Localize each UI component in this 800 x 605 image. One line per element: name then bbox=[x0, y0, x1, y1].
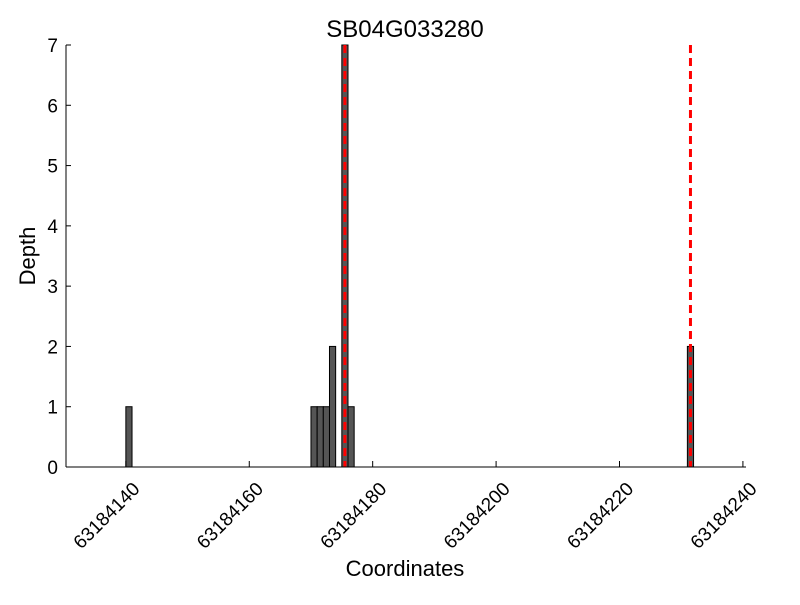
x-tick-label: 63184220 bbox=[563, 479, 638, 554]
x-tick-label: 63184180 bbox=[317, 479, 392, 554]
y-tick-label: 5 bbox=[47, 157, 58, 178]
y-tick-label: 3 bbox=[47, 277, 58, 298]
histogram-bar bbox=[322, 406, 330, 468]
y-tick-label: 6 bbox=[47, 96, 58, 117]
x-tick-label: 63184240 bbox=[687, 479, 762, 554]
y-axis-label: Depth bbox=[15, 227, 40, 286]
y-tick-label: 1 bbox=[47, 398, 58, 419]
x-tick-label: 63184140 bbox=[70, 479, 145, 554]
x-tick-label: 63184160 bbox=[193, 479, 268, 554]
histogram-bar bbox=[347, 406, 355, 468]
y-tick-label: 2 bbox=[47, 337, 58, 358]
y-tick-label: 7 bbox=[47, 36, 58, 57]
histogram-bar bbox=[310, 406, 318, 468]
histogram-bar bbox=[125, 406, 133, 468]
y-tick-label: 4 bbox=[47, 217, 58, 238]
chart-title: SB04G033280 bbox=[326, 16, 483, 43]
x-tick-label: 63184200 bbox=[440, 479, 515, 554]
histogram-bar bbox=[328, 345, 337, 468]
x-axis-label: Coordinates bbox=[346, 556, 465, 581]
histogram-bar bbox=[316, 406, 324, 468]
y-tick-label: 0 bbox=[47, 458, 58, 479]
